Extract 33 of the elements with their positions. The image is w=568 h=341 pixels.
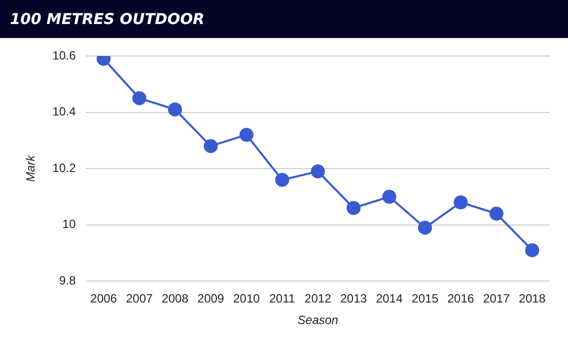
point xyxy=(204,139,218,154)
x-tick-label: 2016 xyxy=(447,292,474,306)
x-tick-label: 2015 xyxy=(412,292,439,306)
x-tick-label: 2010 xyxy=(233,292,260,306)
point xyxy=(525,243,540,258)
point xyxy=(310,164,325,178)
x-tick-label: 2018 xyxy=(518,292,546,306)
point xyxy=(454,195,468,210)
point xyxy=(132,91,146,106)
y-tick-label: 10.4 xyxy=(52,104,76,119)
x-axis-title: Season xyxy=(298,313,339,328)
point xyxy=(168,102,182,116)
x-tick-label: 2017 xyxy=(483,292,510,306)
x-tick-label: 2011 xyxy=(269,292,296,306)
y-axis-title: Mark xyxy=(24,154,38,182)
x-tick-label: 2014 xyxy=(376,292,403,306)
chart-title: 100 METRES OUTDOOR xyxy=(10,10,204,28)
point xyxy=(346,201,361,216)
point xyxy=(489,206,504,221)
x-tick-label: 2008 xyxy=(162,292,189,306)
y-tick-label: 10.6 xyxy=(52,48,76,62)
x-tick-label: 2007 xyxy=(126,292,153,306)
x-tick-label: 2012 xyxy=(304,292,332,306)
y-tick-label: 9.8 xyxy=(59,274,76,288)
point xyxy=(239,128,254,142)
point xyxy=(382,190,396,204)
point xyxy=(275,172,290,187)
y-tick-label: 10 xyxy=(62,217,76,232)
x-tick-label: 2006 xyxy=(90,292,118,306)
point xyxy=(418,220,432,235)
x-tick-label: 2009 xyxy=(197,292,224,306)
y-tick-label: 10.2 xyxy=(52,160,76,175)
x-tick-label: 2013 xyxy=(340,292,368,306)
